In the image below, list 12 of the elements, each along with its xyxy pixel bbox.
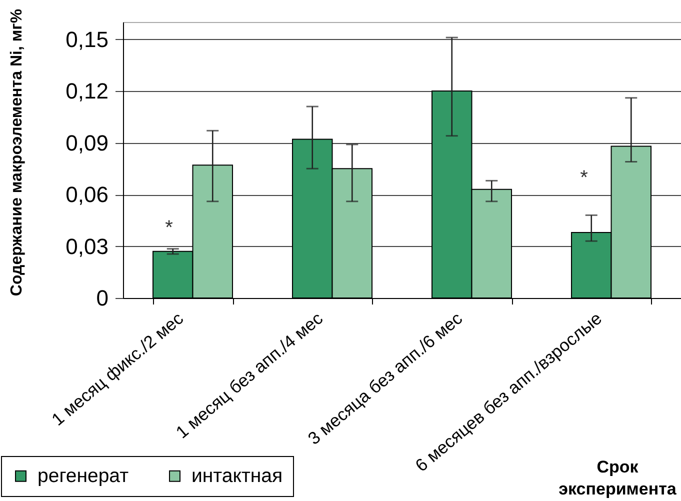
y-tick-label: 0,12 bbox=[66, 78, 108, 104]
legend-label: интактная bbox=[192, 465, 283, 488]
legend-label: регенерат bbox=[38, 465, 129, 488]
annotation: * bbox=[165, 217, 174, 239]
y-tick-label: 0,15 bbox=[66, 26, 108, 52]
y-tick-label: 0,06 bbox=[66, 182, 108, 207]
annotation: * bbox=[580, 167, 588, 189]
y-axis-title: Содержание макроэлемента Ni, мг% bbox=[8, 8, 26, 296]
y-tick-label: 0,09 bbox=[66, 130, 108, 156]
y-tick-label: 0,03 bbox=[66, 234, 108, 259]
y-tick-label: 0 bbox=[96, 286, 108, 310]
x-axis-title: Срок эксперимента bbox=[558, 458, 677, 498]
